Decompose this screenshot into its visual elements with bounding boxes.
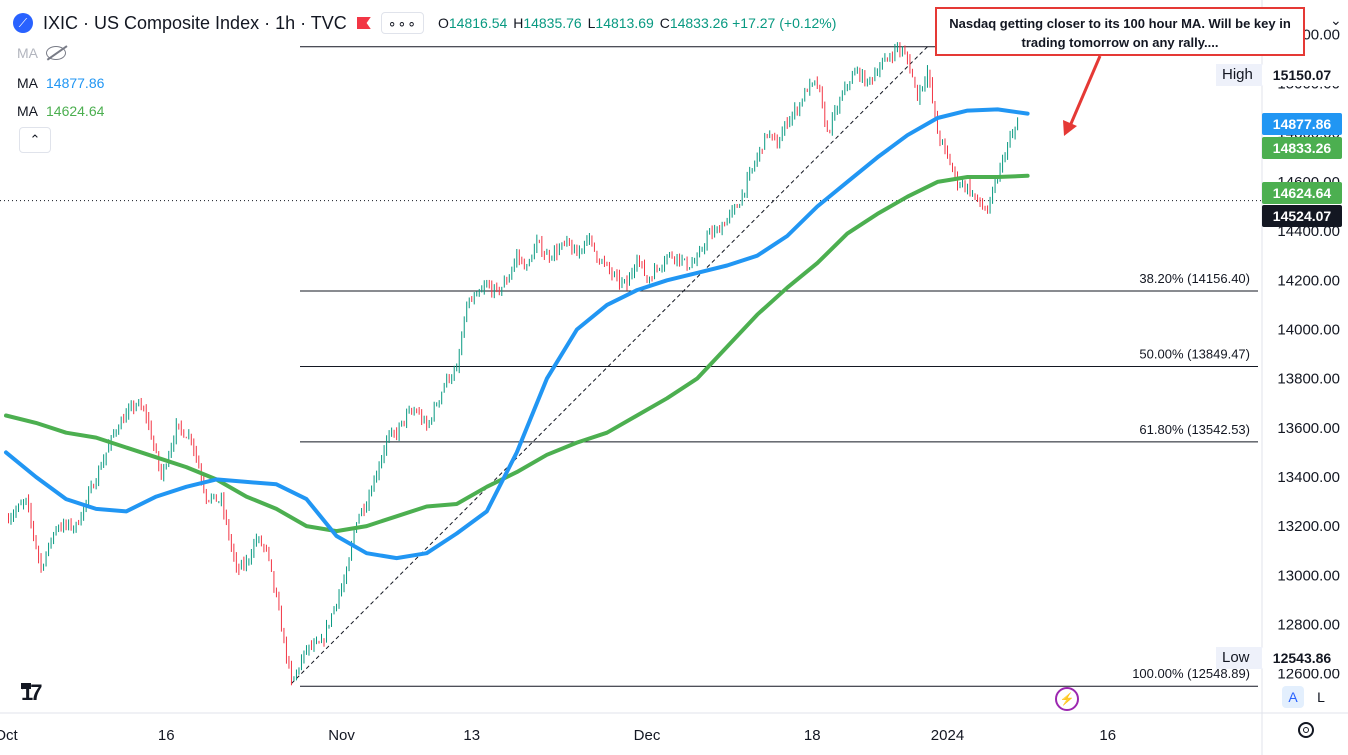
auto-scale-button[interactable]: A [1282, 686, 1304, 708]
fib-level-label: 61.80% (13542.53) [1139, 422, 1250, 437]
collapse-indicators-button[interactable]: ⌃ [19, 127, 51, 153]
high-tag: High [1216, 64, 1268, 86]
y-tick-label: 14400.00 [1277, 223, 1340, 240]
low-tag: Low [1216, 647, 1268, 669]
ma100-line [4, 107, 1030, 561]
callout-arrow [1068, 55, 1102, 127]
fib-level-label: 50.00% (13849.47) [1139, 346, 1250, 361]
x-tick-label: 16 [1099, 727, 1116, 744]
callout-arrowhead [1063, 120, 1077, 136]
chart-title[interactable]: IXIC · US Composite Index · 1h · TVC [43, 12, 347, 33]
indicator-ma-hidden[interactable]: MA [17, 45, 66, 61]
indicator-ma200[interactable]: MA 14624.64 [17, 103, 105, 119]
fib-level-label: 38.20% (14156.40) [1139, 271, 1250, 286]
x-tick-label: 16 [158, 727, 175, 744]
x-tick-label: Oct [0, 727, 18, 744]
log-scale-button[interactable]: L [1317, 689, 1325, 705]
hidden-eye-icon[interactable] [46, 46, 66, 60]
spark-icon[interactable]: ⚡ [1055, 687, 1079, 711]
x-tick-label: Dec [634, 727, 661, 744]
symbol-logo-icon: ⟋ [13, 13, 33, 33]
ma200-line [4, 173, 1030, 534]
chart-header: ⟋ IXIC · US Composite Index · 1h · TVC ∘… [13, 12, 425, 34]
last-price-label: 14833.26 [1262, 137, 1342, 159]
y-tick-label: 14200.00 [1277, 272, 1340, 289]
open-value: 14816.54 [448, 15, 508, 31]
flag-icon[interactable] [356, 17, 371, 29]
high-price-label: 15150.07 [1262, 64, 1342, 86]
x-tick-label: 13 [463, 727, 480, 744]
x-tick-label: 2024 [931, 727, 964, 744]
y-tick-label: 13600.00 [1277, 420, 1340, 437]
ma100-price-label: 14877.86 [1262, 113, 1342, 135]
tradingview-logo[interactable]: 17 [21, 680, 43, 705]
fib-level-label: 100.00% (12548.89) [1132, 666, 1250, 681]
y-tick-label: 13800.00 [1277, 371, 1340, 388]
low-value: 14813.69 [595, 15, 654, 31]
more-options-button[interactable]: ∘∘∘ [380, 12, 425, 34]
ma200-value: 14624.64 [46, 103, 105, 119]
y-tick-label: 14000.00 [1277, 321, 1340, 338]
change-value: +17.27 (+0.12%) [732, 15, 837, 31]
y-tick-label: 12600.00 [1277, 666, 1340, 683]
y-tick-label: 12800.00 [1277, 616, 1340, 633]
chevron-down-icon[interactable]: ⌄ [1330, 12, 1342, 28]
x-tick-label: Nov [328, 727, 355, 744]
settings-icon[interactable] [1298, 722, 1314, 738]
close-value: 14833.26 [669, 15, 729, 31]
ma100-value: 14877.86 [46, 75, 105, 91]
x-tick-label: 18 [804, 727, 821, 744]
high-value: 14835.76 [523, 15, 582, 31]
low-price-label: 12543.86 [1262, 647, 1342, 669]
y-tick-label: 13000.00 [1277, 567, 1340, 584]
indicator-ma100[interactable]: MA 14877.86 [17, 75, 105, 91]
y-tick-label: 13200.00 [1277, 518, 1340, 535]
ma200-price-label: 14624.64 [1262, 182, 1342, 204]
annotation-callout[interactable]: Nasdaq getting closer to its 100 hour MA… [935, 7, 1305, 56]
trendline [291, 46, 928, 684]
ohlc-readout: O14816.54 H14835.76 L14813.69 C14833.26 … [438, 15, 837, 31]
y-tick-label: 13400.00 [1277, 469, 1340, 486]
crosshair-price-label: 14524.07 [1262, 205, 1342, 227]
